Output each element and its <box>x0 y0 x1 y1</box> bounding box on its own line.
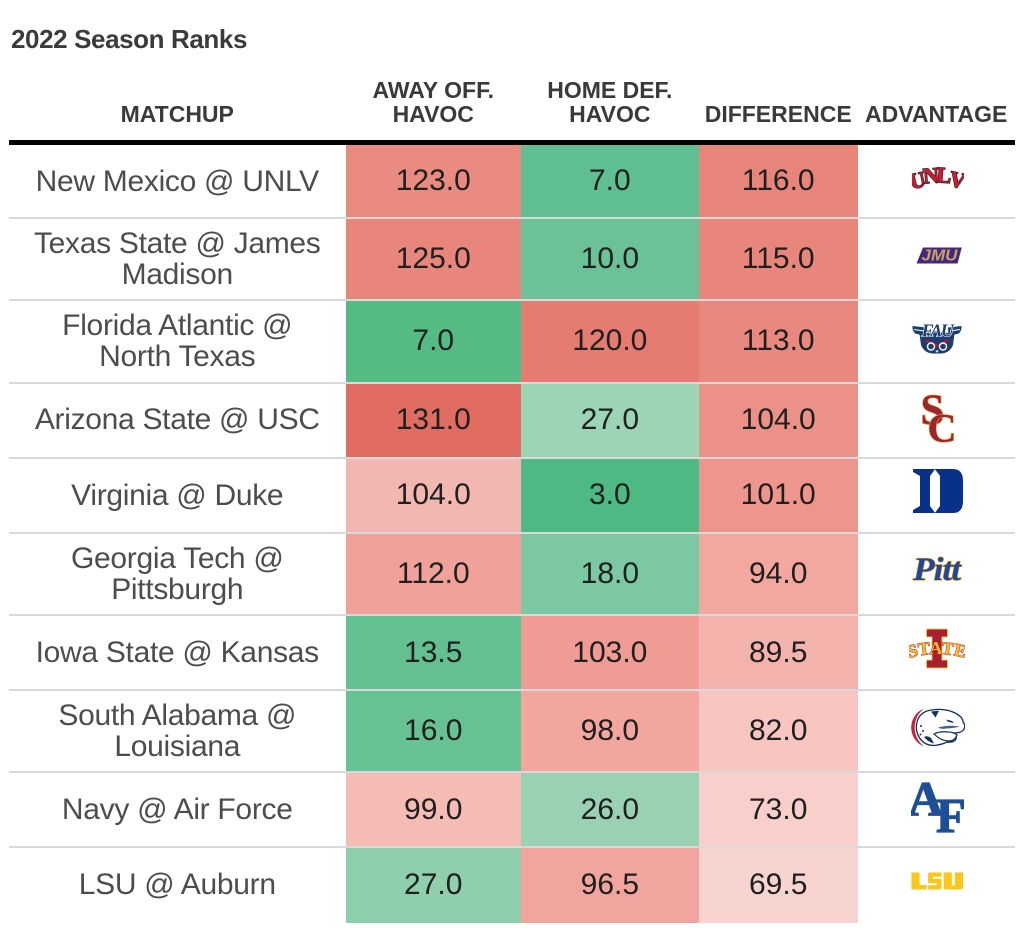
svg-text:Pitt: Pitt <box>912 556 962 588</box>
svg-text:V: V <box>947 166 964 193</box>
svg-text:F: F <box>936 788 964 833</box>
svg-text:S: S <box>920 391 944 434</box>
svg-text:L: L <box>935 162 951 188</box>
svg-text:A: A <box>911 780 944 826</box>
svg-text:N: N <box>922 162 940 188</box>
svg-text:C: C <box>927 406 954 444</box>
svg-text:JMU: JMU <box>922 247 959 264</box>
svg-text:FAU: FAU <box>921 321 955 341</box>
